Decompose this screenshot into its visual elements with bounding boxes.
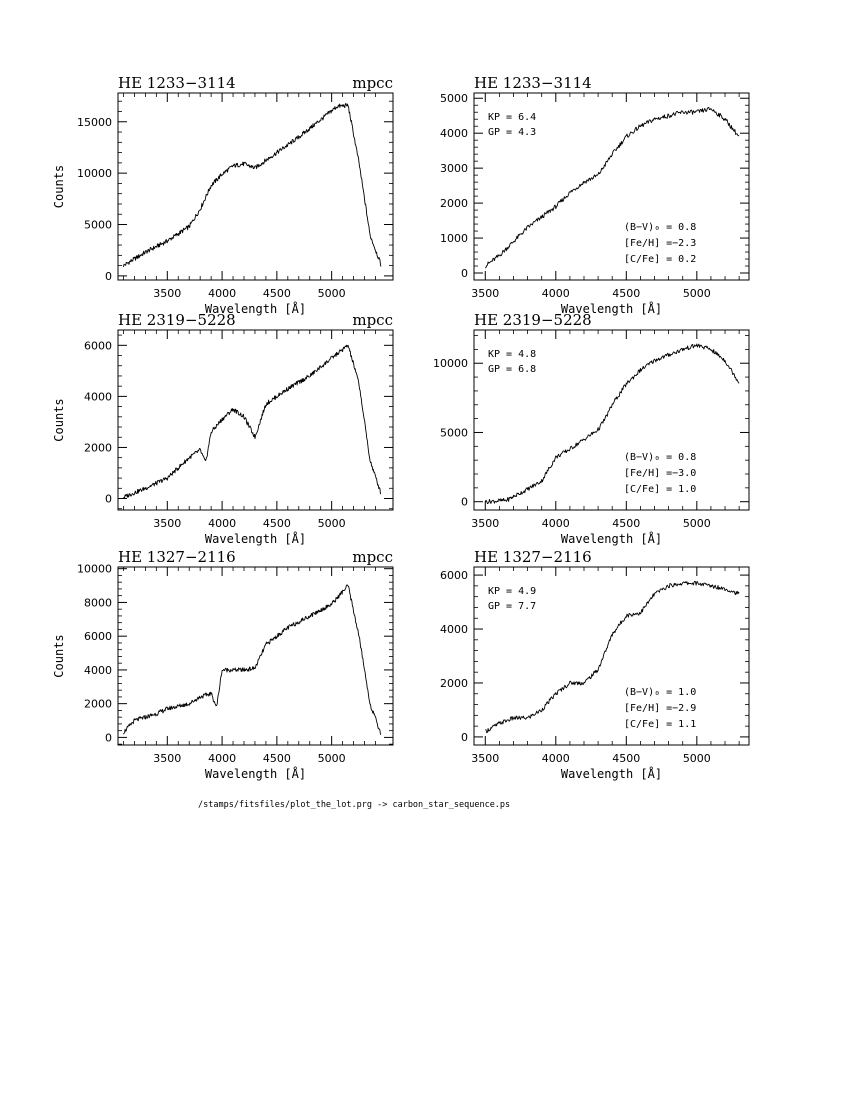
chart-5-x-tick-label: 3500 [153,752,181,765]
chart-4-cfe-annotation: [C/Fe] = 1.0 [624,484,696,495]
chart-4-y-tick-label: 5000 [440,426,468,439]
chart-5-y-tick-label: 8000 [84,596,112,609]
chart-2-x-tick-label: 4000 [542,287,570,300]
chart-6-title: HE 1327−2116 [474,548,592,566]
chart-2-frame [473,92,750,281]
chart-6-x-tick-label: 3500 [471,752,499,765]
chart-6-x-tick-label: 5000 [683,752,711,765]
chart-3-y-tick-label: 2000 [84,441,112,454]
chart-6-y-tick-label: 0 [461,731,468,744]
chart-3-x-tick-label: 3500 [153,517,181,530]
chart-3-y-tick-label: 0 [105,493,112,506]
chart-6-x-tick-label: 4000 [542,752,570,765]
chart-1-y-axis-label: Counts [52,165,66,208]
chart-5-x-tick-label: 4000 [208,752,236,765]
chart-1-y-tick-label: 0 [105,270,112,283]
chart-4-x-tick-label: 5000 [683,517,711,530]
chart-3-title: HE 2319−5228 [118,311,236,329]
chart-1-x-tick-label: 4000 [208,287,236,300]
chart-5-y-tick-label: 10000 [77,563,112,576]
chart-1-x-axis-label: Wavelength [Å] [205,301,306,316]
chart-2-y-tick-label: 3000 [440,162,468,175]
chart-1-x-tick-label: 4500 [263,287,291,300]
chart-6-gp-annotation: GP = 7.7 [488,601,536,612]
chart-4-bv-annotation: (B−V)₀ = 0.8 [624,452,696,463]
chart-6-kp-annotation: KP = 4.9 [488,586,536,597]
chart-6-cfe-annotation: [C/Fe] = 1.1 [624,719,696,730]
chart-6-spectrum-line [485,580,740,734]
chart-2-x-tick-label: 4500 [612,287,640,300]
chart-2-y-tick-label: 0 [461,267,468,280]
chart-3-x-tick-label: 4500 [263,517,291,530]
chart-6-frame [473,566,750,746]
chart-1-y-tick-label: 15000 [77,116,112,129]
chart-4-feh-annotation: [Fe/H] =−3.0 [624,468,696,479]
chart-5-x-tick-label: 5000 [318,752,346,765]
chart-2-gp-annotation: GP = 4.3 [488,127,536,138]
chart-4-title: HE 2319−5228 [474,311,592,329]
chart-1-x-tick-label: 3500 [153,287,181,300]
chart-4-x-axis-label: Wavelength [Å] [561,531,662,546]
chart-3-x-tick-label: 5000 [318,517,346,530]
chart-3-y-tick-label: 4000 [84,390,112,403]
chart-5-x-tick-label: 4500 [263,752,291,765]
chart-4-x-tick-label: 3500 [471,517,499,530]
chart-2-bv-annotation: (B−V)₀ = 0.8 [624,222,696,233]
chart-6-x-tick-label: 4500 [612,752,640,765]
chart-2-kp-annotation: KP = 6.4 [488,112,536,123]
footer-caption: /stamps/fitsfiles/plot_the_lot.prg -> ca… [198,800,511,810]
chart-4-gp-annotation: GP = 6.8 [488,364,536,375]
chart-6-y-tick-label: 2000 [440,677,468,690]
chart-3-x-tick-label: 4000 [208,517,236,530]
chart-1-title-right: mpcc [352,74,393,92]
chart-3-y-tick-label: 6000 [84,339,112,352]
chart-3-title-right: mpcc [352,311,393,329]
chart-1-title: HE 1233−3114 [118,74,236,92]
chart-4-x-tick-label: 4500 [612,517,640,530]
chart-2-spectrum-line [484,106,740,269]
chart-5-title: HE 1327−2116 [118,548,236,566]
chart-4-kp-annotation: KP = 4.8 [488,349,536,360]
chart-2-x-tick-label: 3500 [471,287,499,300]
chart-5-y-tick-label: 2000 [84,698,112,711]
chart-4-frame [473,329,750,511]
chart-6-y-tick-label: 6000 [440,569,468,582]
chart-2-y-tick-label: 5000 [440,92,468,105]
chart-5-title-right: mpcc [352,548,393,566]
chart-2-y-tick-label: 4000 [440,127,468,140]
chart-2-feh-annotation: [Fe/H] =−2.3 [624,238,696,249]
chart-6-bv-annotation: (B−V)₀ = 1.0 [624,687,696,698]
chart-1-spectrum-line [123,102,382,268]
chart-2-cfe-annotation: [C/Fe] = 0.2 [624,254,696,265]
chart-2-title: HE 1233−3114 [474,74,592,92]
chart-1-frame [117,92,394,281]
chart-5-y-tick-label: 4000 [84,664,112,677]
chart-5-spectrum-line [123,584,382,735]
chart-2-x-tick-label: 5000 [683,287,711,300]
chart-1-y-tick-label: 10000 [77,167,112,180]
chart-6-y-tick-label: 4000 [440,623,468,636]
chart-4-y-tick-label: 10000 [433,357,468,370]
chart-5-frame [117,566,394,746]
chart-6-feh-annotation: [Fe/H] =−2.9 [624,703,696,714]
chart-3-x-axis-label: Wavelength [Å] [205,531,306,546]
chart-5-x-axis-label: Wavelength [Å] [205,766,306,781]
chart-3-frame [117,329,394,511]
chart-6-x-axis-label: Wavelength [Å] [561,766,662,781]
chart-5-y-tick-label: 0 [105,731,112,744]
chart-1-y-tick-label: 5000 [84,219,112,232]
chart-5-y-tick-label: 6000 [84,630,112,643]
chart-2-x-axis-label: Wavelength [Å] [561,301,662,316]
chart-3-spectrum-line [123,344,382,499]
chart-5-y-axis-label: Counts [52,634,66,677]
chart-2-y-tick-label: 2000 [440,197,468,210]
chart-4-x-tick-label: 4000 [542,517,570,530]
chart-2-y-tick-label: 1000 [440,232,468,245]
chart-4-spectrum-line [484,343,740,505]
chart-1-x-tick-label: 5000 [318,287,346,300]
chart-3-y-axis-label: Counts [52,398,66,441]
chart-4-y-tick-label: 0 [461,496,468,509]
